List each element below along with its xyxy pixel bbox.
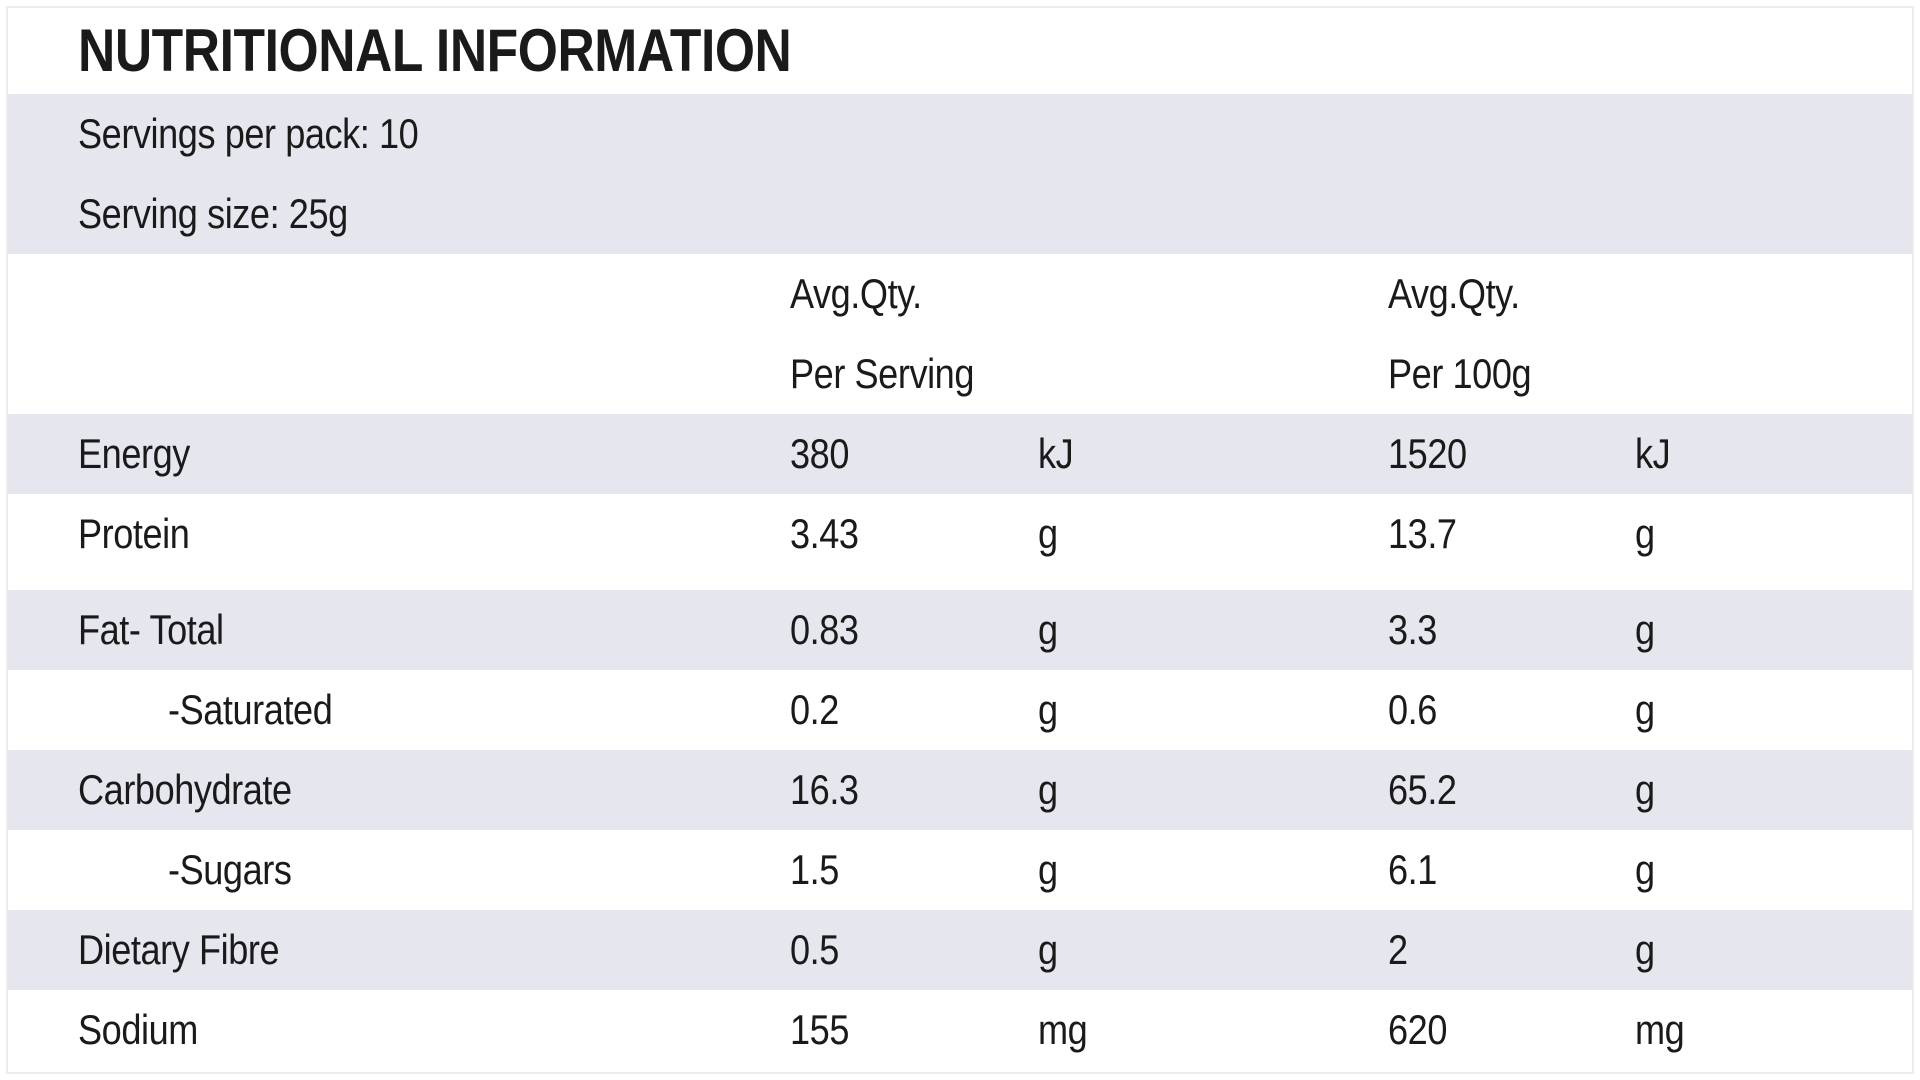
per-100g-header-line2: Per 100g [1388, 350, 1532, 397]
nutrient-row-carbohydrate: Carbohydrate 16.3 g 65.2 g [8, 750, 1912, 830]
per-100g-unit: g [1635, 766, 1655, 813]
per-serving-value: 0.2 [790, 686, 839, 733]
per-100g-value: 0.6 [1388, 686, 1437, 733]
serving-info-block: Servings per pack: 10 Serving size: 25g [8, 94, 1912, 254]
nutrient-row-dietary-fibre: Dietary Fibre 0.5 g 2 g [8, 910, 1912, 990]
column-header-row: Avg.Qty. Per Serving Avg.Qty. Per 100g [8, 254, 1912, 414]
panel-title: NUTRITIONAL INFORMATION [78, 17, 792, 84]
nutrition-panel: NUTRITIONAL INFORMATION Servings per pac… [6, 6, 1914, 1074]
per-100g-value: 620 [1388, 1006, 1447, 1053]
per-serving-unit: g [1038, 846, 1058, 893]
per-100g-value: 3.3 [1388, 606, 1437, 653]
nutrient-name: Energy [78, 430, 190, 477]
per-serving-header-line1: Avg.Qty. [790, 270, 922, 317]
per-100g-value: 2 [1388, 926, 1408, 973]
per-100g-unit: g [1635, 846, 1655, 893]
nutrient-name: Fat- Total [78, 606, 224, 653]
per-serving-unit: mg [1038, 1006, 1088, 1053]
nutrient-name: -Saturated [168, 686, 333, 733]
nutrient-name: -Sugars [168, 846, 292, 893]
nutrient-name: Protein [78, 510, 190, 557]
per-serving-unit: g [1038, 686, 1058, 733]
per-serving-value: 1.5 [790, 846, 839, 893]
per-100g-value: 6.1 [1388, 846, 1437, 893]
per-serving-value: 16.3 [790, 766, 859, 813]
per-serving-value: 0.5 [790, 926, 839, 973]
per-100g-value: 1520 [1388, 430, 1467, 477]
per-100g-unit: mg [1635, 1006, 1685, 1053]
per-100g-unit: g [1635, 686, 1655, 733]
per-serving-header-line2: Per Serving [790, 350, 974, 397]
per-100g-header-line1: Avg.Qty. [1388, 270, 1520, 317]
per-100g-unit: kJ [1635, 430, 1671, 477]
per-100g-value: 65.2 [1388, 766, 1457, 813]
per-serving-value: 3.43 [790, 510, 859, 557]
per-serving-value: 155 [790, 1006, 849, 1053]
nutrient-row-fat-total: Fat- Total 0.83 g 3.3 g [8, 590, 1912, 670]
servings-per-pack: Servings per pack: 10 [78, 110, 419, 157]
nutrient-row-protein: Protein 3.43 g 13.7 g [8, 494, 1912, 590]
per-100g-value: 13.7 [1388, 510, 1457, 557]
nutrient-name: Carbohydrate [78, 766, 292, 813]
per-serving-unit: g [1038, 510, 1058, 557]
nutrient-name: Sodium [78, 1006, 198, 1053]
serving-size: Serving size: 25g [78, 190, 348, 237]
nutrient-row-sodium: Sodium 155 mg 620 mg [8, 990, 1912, 1070]
per-100g-unit: g [1635, 926, 1655, 973]
per-serving-unit: kJ [1038, 430, 1074, 477]
per-100g-unit: g [1635, 510, 1655, 557]
per-100g-unit: g [1635, 606, 1655, 653]
per-serving-unit: g [1038, 766, 1058, 813]
per-serving-unit: g [1038, 926, 1058, 973]
per-serving-value: 380 [790, 430, 849, 477]
per-serving-value: 0.83 [790, 606, 859, 653]
nutrient-row-sugars: -Sugars 1.5 g 6.1 g [8, 830, 1912, 910]
per-serving-unit: g [1038, 606, 1058, 653]
nutrient-name: Dietary Fibre [78, 926, 280, 973]
nutrient-row-energy: Energy 380 kJ 1520 kJ [8, 414, 1912, 494]
nutrient-row-saturated: -Saturated 0.2 g 0.6 g [8, 670, 1912, 750]
